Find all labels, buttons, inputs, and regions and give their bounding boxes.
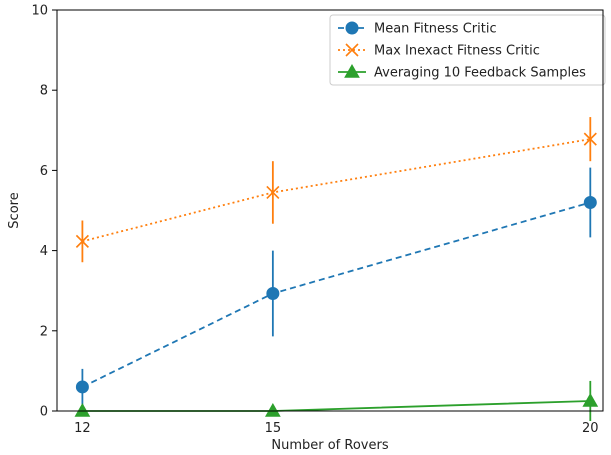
legend-item: Max Inexact Fitness Critic <box>338 43 540 59</box>
data-point <box>264 402 281 417</box>
data-point <box>583 195 597 209</box>
y-tick-label: 0 <box>40 405 48 420</box>
y-tick-label: 2 <box>40 324 48 339</box>
legend-label: Max Inexact Fitness Critic <box>374 44 540 59</box>
data-point <box>74 402 91 417</box>
data-point <box>582 392 599 407</box>
series-line <box>82 138 591 243</box>
x-tick-label: 15 <box>265 421 282 436</box>
data-point <box>75 234 89 248</box>
series-layer <box>74 117 599 422</box>
y-tick-label: 10 <box>31 4 48 19</box>
data-point <box>266 287 280 301</box>
data-point <box>75 380 89 394</box>
legend-marker <box>344 63 360 78</box>
legend-item: Mean Fitness Critic <box>338 21 497 37</box>
series-line <box>81 201 591 388</box>
legend: Mean Fitness Critic Max Inexact Fitness C… <box>329 14 606 86</box>
axes-frame <box>56 9 604 412</box>
series-2 <box>75 117 597 263</box>
x-tick-label: 12 <box>74 421 91 436</box>
y-axis-label: Score <box>7 192 22 228</box>
legend-label: Mean Fitness Critic <box>374 22 497 37</box>
y-tick-label: 8 <box>40 84 48 99</box>
y-tick-label: 4 <box>40 244 48 259</box>
y-tick-label: 6 <box>40 164 48 179</box>
legend-marker <box>345 21 359 35</box>
data-point <box>583 132 597 146</box>
x-tick-label: 20 <box>582 421 599 436</box>
series-1 <box>75 167 597 405</box>
x-axis-label: Number of Rovers <box>271 438 388 453</box>
legend-marker <box>345 43 359 57</box>
legend-label: Averaging 10 Feedback Samples <box>374 66 586 81</box>
data-point <box>266 185 280 200</box>
series-3 <box>74 380 599 422</box>
legend-item: Averaging 10 Feedback Samples <box>338 63 586 81</box>
x-axis-ticks: 12 15 20 <box>74 411 599 436</box>
y-axis-ticks: 0 2 4 6 8 10 <box>31 4 57 420</box>
series-line <box>82 400 591 412</box>
legend-box <box>329 14 606 86</box>
